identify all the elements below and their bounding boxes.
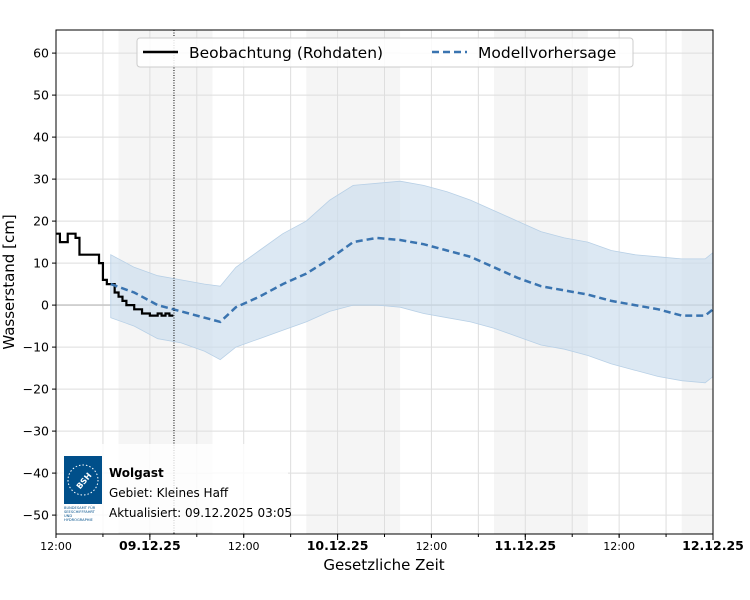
x-axis-ticks: 12:00 09.12.25 12:00 10.12.25 12:00 11.12.25 1… bbox=[40, 534, 744, 553]
y-axis-ticks: −50 −40 −30 −20 −10 0 10 20 30 40 50 60 bbox=[23, 46, 56, 523]
x-tick-label: 12.12.25 bbox=[682, 538, 744, 553]
y-tick-label: −50 bbox=[23, 508, 49, 523]
x-tick-label: 09.12.25 bbox=[119, 538, 181, 553]
logo-caption: BUNDESAMT FÜR SEESCHIFFFAHRT UND HYDROGRAPH… bbox=[64, 505, 96, 522]
y-tick-label: −20 bbox=[23, 382, 49, 397]
y-tick-label: 30 bbox=[33, 172, 49, 187]
y-tick-label: 0 bbox=[41, 298, 49, 313]
y-tick-label: 20 bbox=[33, 214, 49, 229]
legend-label-observation: Beobachtung (Rohdaten) bbox=[189, 44, 383, 62]
series-lines bbox=[56, 232, 714, 324]
area-label: Gebiet: Kleines Haff bbox=[109, 486, 229, 500]
y-tick-label: 40 bbox=[33, 130, 49, 145]
x-tick-label: 12:00 bbox=[228, 540, 260, 553]
legend: Beobachtung (Rohdaten) Modellvorhersage bbox=[136, 37, 634, 68]
y-tick-label: −30 bbox=[23, 424, 49, 439]
x-tick-label: 11.12.25 bbox=[494, 538, 556, 553]
x-axis-label: Gesetzliche Zeit bbox=[323, 556, 444, 574]
observation-line bbox=[56, 232, 174, 317]
legend-label-forecast: Modellvorhersage bbox=[478, 44, 616, 62]
y-tick-label: −40 bbox=[23, 466, 49, 481]
x-tick-label: 12:00 bbox=[603, 540, 635, 553]
y-axis-label: Wasserstand [cm] bbox=[0, 214, 18, 349]
y-tick-label: 10 bbox=[33, 256, 49, 271]
y-tick-label: 50 bbox=[33, 88, 49, 103]
y-tick-label: 60 bbox=[33, 46, 49, 61]
station-info-box: BSH BUNDESAMT FÜR SEESCHIFFFAHRT UND HYDROG… bbox=[58, 444, 292, 532]
y-tick-label: −10 bbox=[23, 340, 49, 355]
x-tick-label: 12:00 bbox=[40, 540, 72, 553]
x-tick-label: 10.12.25 bbox=[307, 538, 369, 553]
station-name: Wolgast bbox=[109, 466, 164, 480]
updated-label: Aktualisiert: 09.12.2025 03:05 bbox=[109, 506, 292, 520]
x-tick-label: 12:00 bbox=[416, 540, 448, 553]
forecast-line bbox=[110, 236, 714, 324]
bsh-logo: BSH BUNDESAMT FÜR SEESCHIFFFAHRT UND HYDROG… bbox=[64, 456, 102, 522]
